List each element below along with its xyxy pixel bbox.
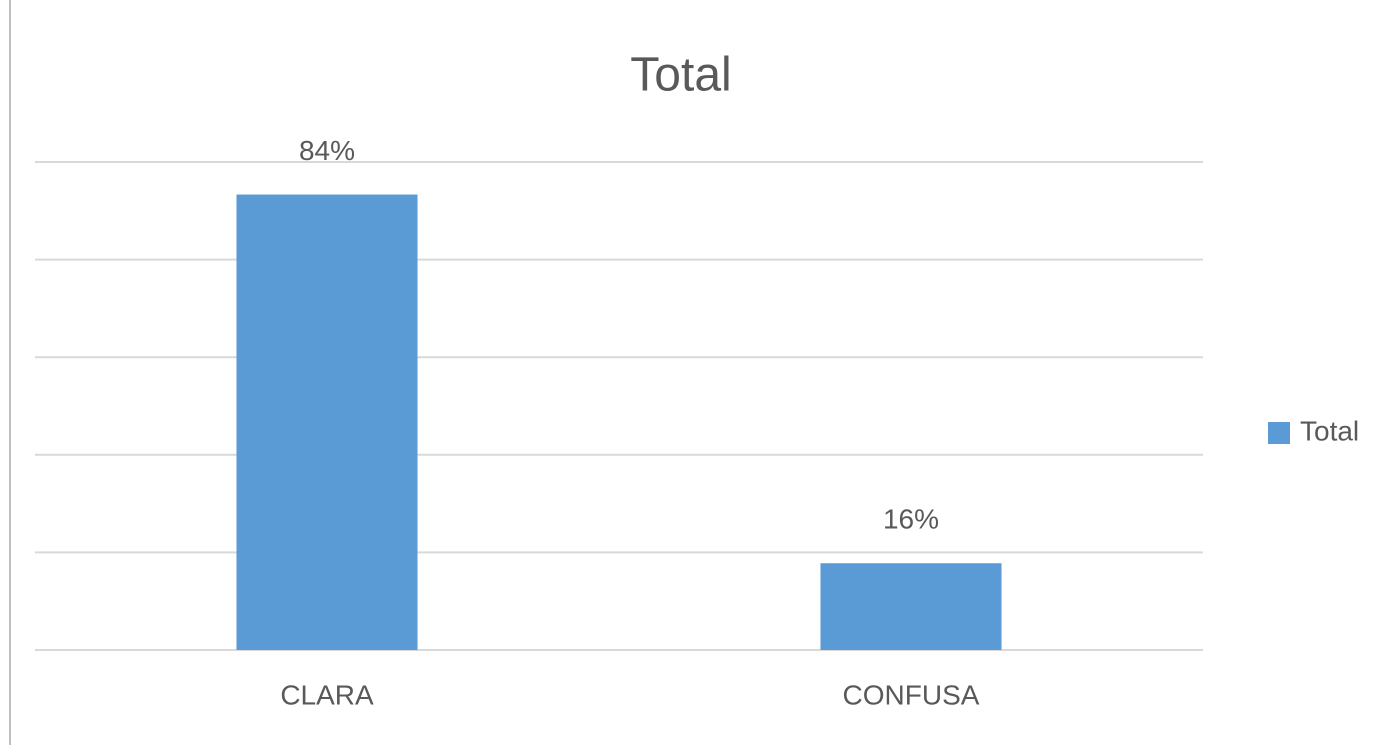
x-tick-label: CLARA: [280, 679, 374, 710]
bar: [236, 194, 418, 651]
x-tick-label: CONFUSA: [843, 679, 980, 710]
chart-title: Total: [630, 49, 731, 102]
data-label: 84%: [299, 135, 355, 166]
bar: [820, 563, 1002, 650]
legend-swatch: [1268, 422, 1290, 444]
legend-label: Total: [1300, 415, 1359, 446]
data-label: 16%: [883, 504, 939, 535]
